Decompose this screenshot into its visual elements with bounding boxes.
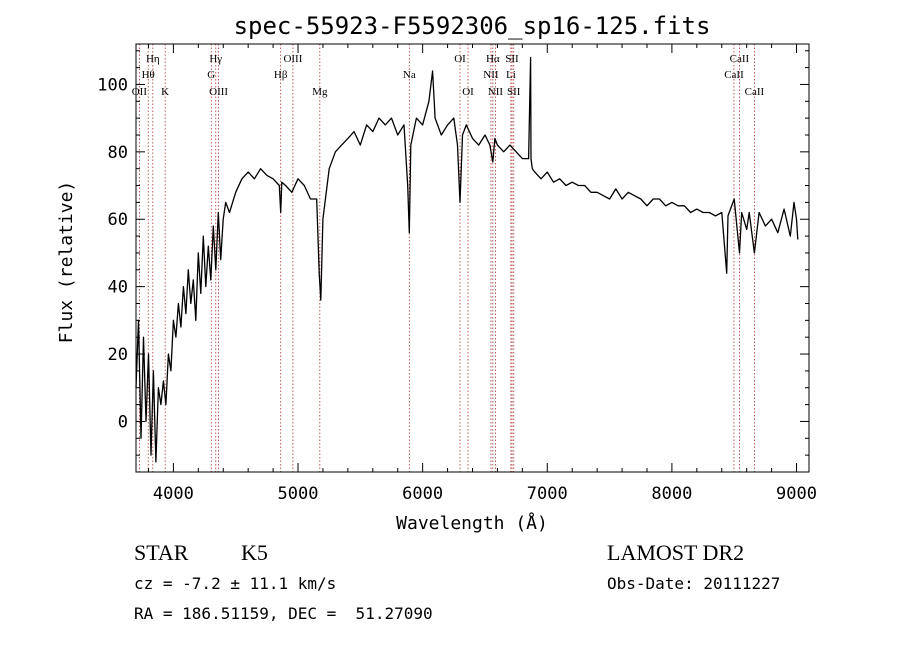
survey-label: LAMOST DR2 xyxy=(607,540,745,565)
y-tick-label: 100 xyxy=(97,75,128,95)
x-tick-label: 5000 xyxy=(278,484,319,504)
spectral-line-label: OII xyxy=(132,86,148,98)
spectral-line-label: Hθ xyxy=(142,69,155,81)
spectral-line-label: OI xyxy=(462,86,474,98)
spectral-line-label: OIII xyxy=(283,53,302,65)
x-tick-label: 9000 xyxy=(776,484,817,504)
observation-date: Obs-Date: 20111227 xyxy=(607,574,781,593)
y-tick-label: 40 xyxy=(108,278,128,298)
spectral-line-label: Hη xyxy=(146,53,160,65)
plot-frame xyxy=(135,43,810,473)
x-axis-label: Wavelength (Å) xyxy=(396,512,548,534)
spectral-line-label: OIII xyxy=(209,86,228,98)
x-axis: 4000 5000 6000 7000 8000 9000 xyxy=(147,44,817,504)
spectral-line-label: K xyxy=(161,86,169,98)
y-axis-label: Flux (relative) xyxy=(56,181,77,344)
x-tick-label: 8000 xyxy=(651,484,692,504)
y-tick-label: 0 xyxy=(118,412,128,432)
y-tick-label: 80 xyxy=(108,143,128,163)
spectral-line-label: NII xyxy=(483,69,499,81)
y-axis: 0 20 40 60 80 100 xyxy=(97,50,809,473)
spectrum-chart: spec-55923-F5592306_sp16-125.fits Hη Hθ OI… xyxy=(56,12,817,534)
spectral-line-label: SII xyxy=(507,86,521,98)
spectral-line-label: Hβ xyxy=(274,69,288,81)
spectral-line-label: G xyxy=(207,69,215,81)
spectral-line-label: CaII xyxy=(745,86,765,98)
redshift-velocity: cz = -7.2 ± 11.1 km/s xyxy=(134,574,337,593)
spectral-line-label: Mg xyxy=(312,86,328,98)
spectrum-line xyxy=(135,56,799,463)
object-class: STAR xyxy=(134,540,189,565)
x-tick-label: 4000 xyxy=(153,484,194,504)
spectral-line-label: NII xyxy=(488,86,504,98)
spectral-line-label: CaII xyxy=(730,53,750,65)
y-tick-label: 60 xyxy=(108,210,128,230)
object-subclass: K5 xyxy=(241,540,268,565)
spectral-line-label: CaII xyxy=(724,69,744,81)
spectral-line-label: Hγ xyxy=(209,53,222,65)
spectral-line-label: Hα xyxy=(486,53,500,65)
spectral-line-label: Li xyxy=(506,69,516,81)
chart-title: spec-55923-F5592306_sp16-125.fits xyxy=(234,12,711,40)
y-tick-label: 20 xyxy=(108,345,128,365)
x-tick-label: 6000 xyxy=(402,484,443,504)
spectral-line-label: OI xyxy=(454,53,466,65)
spectral-line-markers xyxy=(138,44,755,472)
x-tick-label: 7000 xyxy=(527,484,568,504)
spectral-line-label: SII xyxy=(505,53,519,65)
coordinates: RA = 186.51159, DEC = 51.27090 xyxy=(134,604,433,623)
spectral-line-label: Na xyxy=(403,69,416,81)
